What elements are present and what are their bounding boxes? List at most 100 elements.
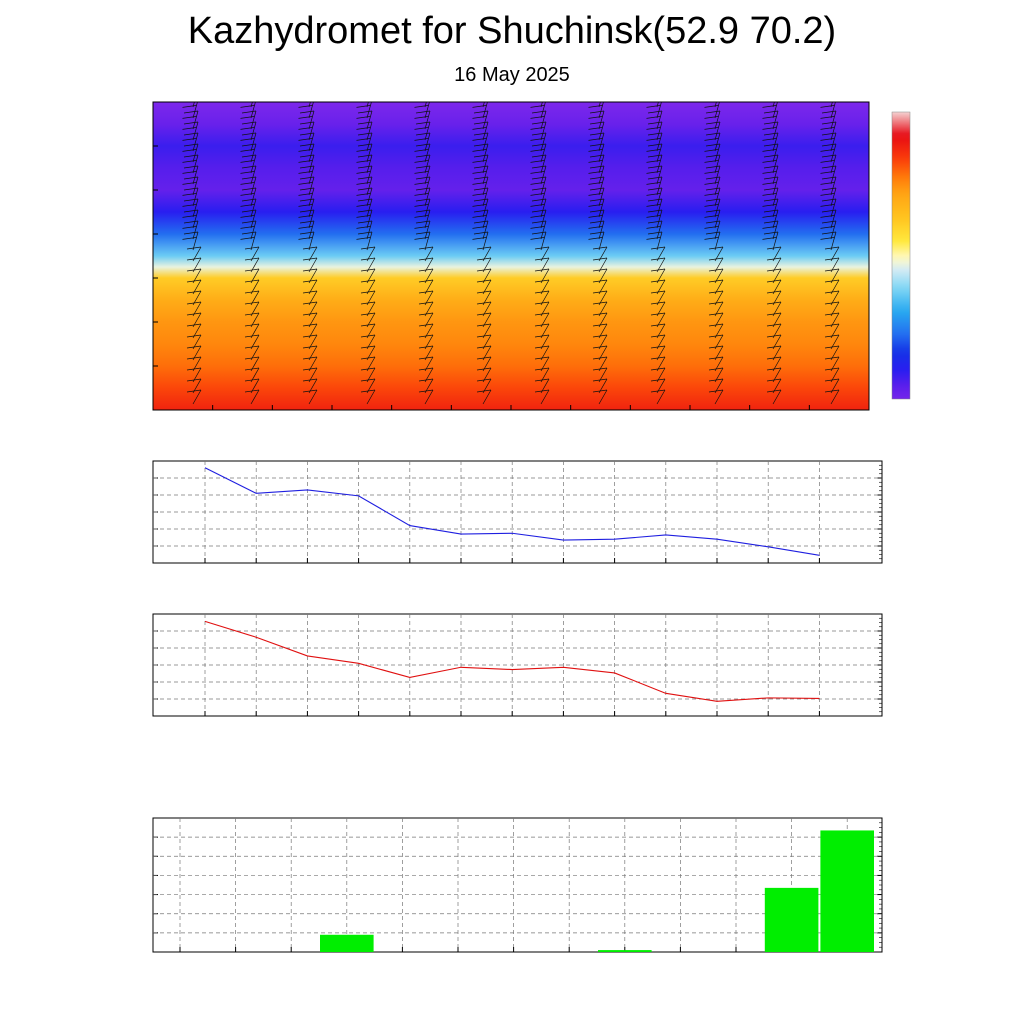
wind-barb-feather [299, 94, 313, 96]
wind-barb [772, 121, 779, 141]
wind-barb-feather [415, 94, 429, 96]
wind-barb [772, 268, 782, 284]
wind-barb [250, 378, 260, 394]
wind-barb [192, 187, 199, 207]
precip-bar [598, 950, 652, 952]
wind-barb-feather [879, 138, 893, 140]
wind-barb-feather [705, 176, 721, 180]
wind-barb-feather [183, 176, 199, 180]
wind-barb-feather [762, 149, 777, 152]
wind-barb-feather [588, 182, 603, 185]
wind-barb [250, 356, 260, 372]
wind-barb-feather [647, 121, 663, 125]
wind-barb-feather [763, 187, 779, 191]
wind-barb-feather [183, 143, 199, 147]
wind-barb-feather [530, 127, 545, 130]
wind-barb-feather [356, 116, 371, 119]
wind-barb-feather [763, 198, 779, 202]
wind-barb [830, 246, 840, 262]
wind-barb [250, 132, 257, 152]
wind-barb [424, 268, 434, 284]
wind-barb-feather [647, 154, 663, 158]
wind-barb-feather [302, 246, 318, 250]
wind-barb-feather [763, 121, 779, 125]
wind-barb [366, 268, 376, 284]
wind-barb [598, 323, 608, 339]
wind-barb-feather [824, 246, 840, 250]
wind-barb [308, 176, 315, 196]
wind-barb [830, 231, 837, 251]
wind-barb [656, 323, 666, 339]
wind-barb-feather [821, 110, 837, 114]
wind-barb-feather [646, 226, 661, 229]
wind-barb-feather [182, 149, 197, 152]
wind-barb-feather [592, 246, 608, 250]
wind-barb-feather [472, 237, 487, 240]
wind-barb-feather [298, 204, 313, 207]
wind-barb [366, 143, 373, 163]
wind-barb [540, 102, 546, 119]
wind-barb [424, 102, 430, 119]
wind-barb-feather [414, 149, 429, 152]
wind-barb [424, 209, 431, 229]
wind-barb [714, 323, 724, 339]
temp-2m-panel [152, 613, 883, 717]
wind-barb-feather [531, 176, 547, 180]
wind-barb-feather [820, 215, 835, 218]
wind-barb-feather [704, 237, 719, 240]
wind-barb-feather [647, 132, 663, 136]
temperature-colorbar [891, 111, 911, 400]
wind-barb-feather [183, 121, 199, 125]
wind-barb [714, 110, 721, 130]
wind-barb-feather [588, 237, 603, 240]
wind-barb [656, 110, 663, 130]
wind-barb [482, 231, 489, 251]
wind-barb [250, 165, 257, 185]
wind-barb-feather [879, 149, 893, 151]
wind-barb-feather [879, 171, 893, 173]
wind-barb-feather [821, 231, 837, 235]
wind-barb [656, 279, 666, 295]
wind-barb [540, 279, 550, 295]
precip-panel [152, 817, 883, 953]
wind-barb-feather [357, 165, 373, 169]
wind-barb-feather [415, 209, 431, 213]
wind-barb [482, 121, 489, 141]
wind-barb [250, 220, 257, 240]
wind-barb [656, 378, 666, 394]
wind-barb [482, 378, 492, 394]
wind-barb-feather [356, 105, 371, 108]
wind-barb [772, 143, 779, 163]
wind-barb [714, 301, 724, 317]
wind-barb-feather [357, 231, 373, 235]
wind-barb-feather [241, 198, 257, 202]
wind-barb-feather [182, 226, 197, 229]
wind-barb-feather [821, 154, 837, 158]
wind-barb [714, 102, 720, 119]
wind-barb [598, 389, 608, 405]
wind-barb-feather [531, 165, 547, 169]
wind-barb [540, 220, 547, 240]
wind-barb-feather [182, 105, 197, 108]
wind-barb-feather [589, 220, 605, 224]
wind-barb [830, 257, 840, 273]
wind-barb [714, 198, 721, 218]
wind-barb [366, 356, 376, 372]
wind-barb [308, 367, 318, 383]
wind-barb-feather [820, 182, 835, 185]
wind-barb [830, 268, 840, 284]
wind-barb-feather [182, 116, 197, 119]
wind-barb [714, 154, 721, 174]
wind-barb-feather [530, 105, 545, 108]
wind-barb-feather [763, 176, 779, 180]
wind-barb-feather [183, 231, 199, 235]
wind-barb-feather [240, 105, 255, 108]
wind-barb [598, 165, 605, 185]
wind-barb-feather [821, 132, 837, 136]
wind-barb [424, 345, 434, 361]
wind-barb [656, 334, 666, 350]
wind-barb-feather [880, 89, 894, 91]
wind-barb [250, 367, 260, 383]
wind-barb [830, 334, 840, 350]
